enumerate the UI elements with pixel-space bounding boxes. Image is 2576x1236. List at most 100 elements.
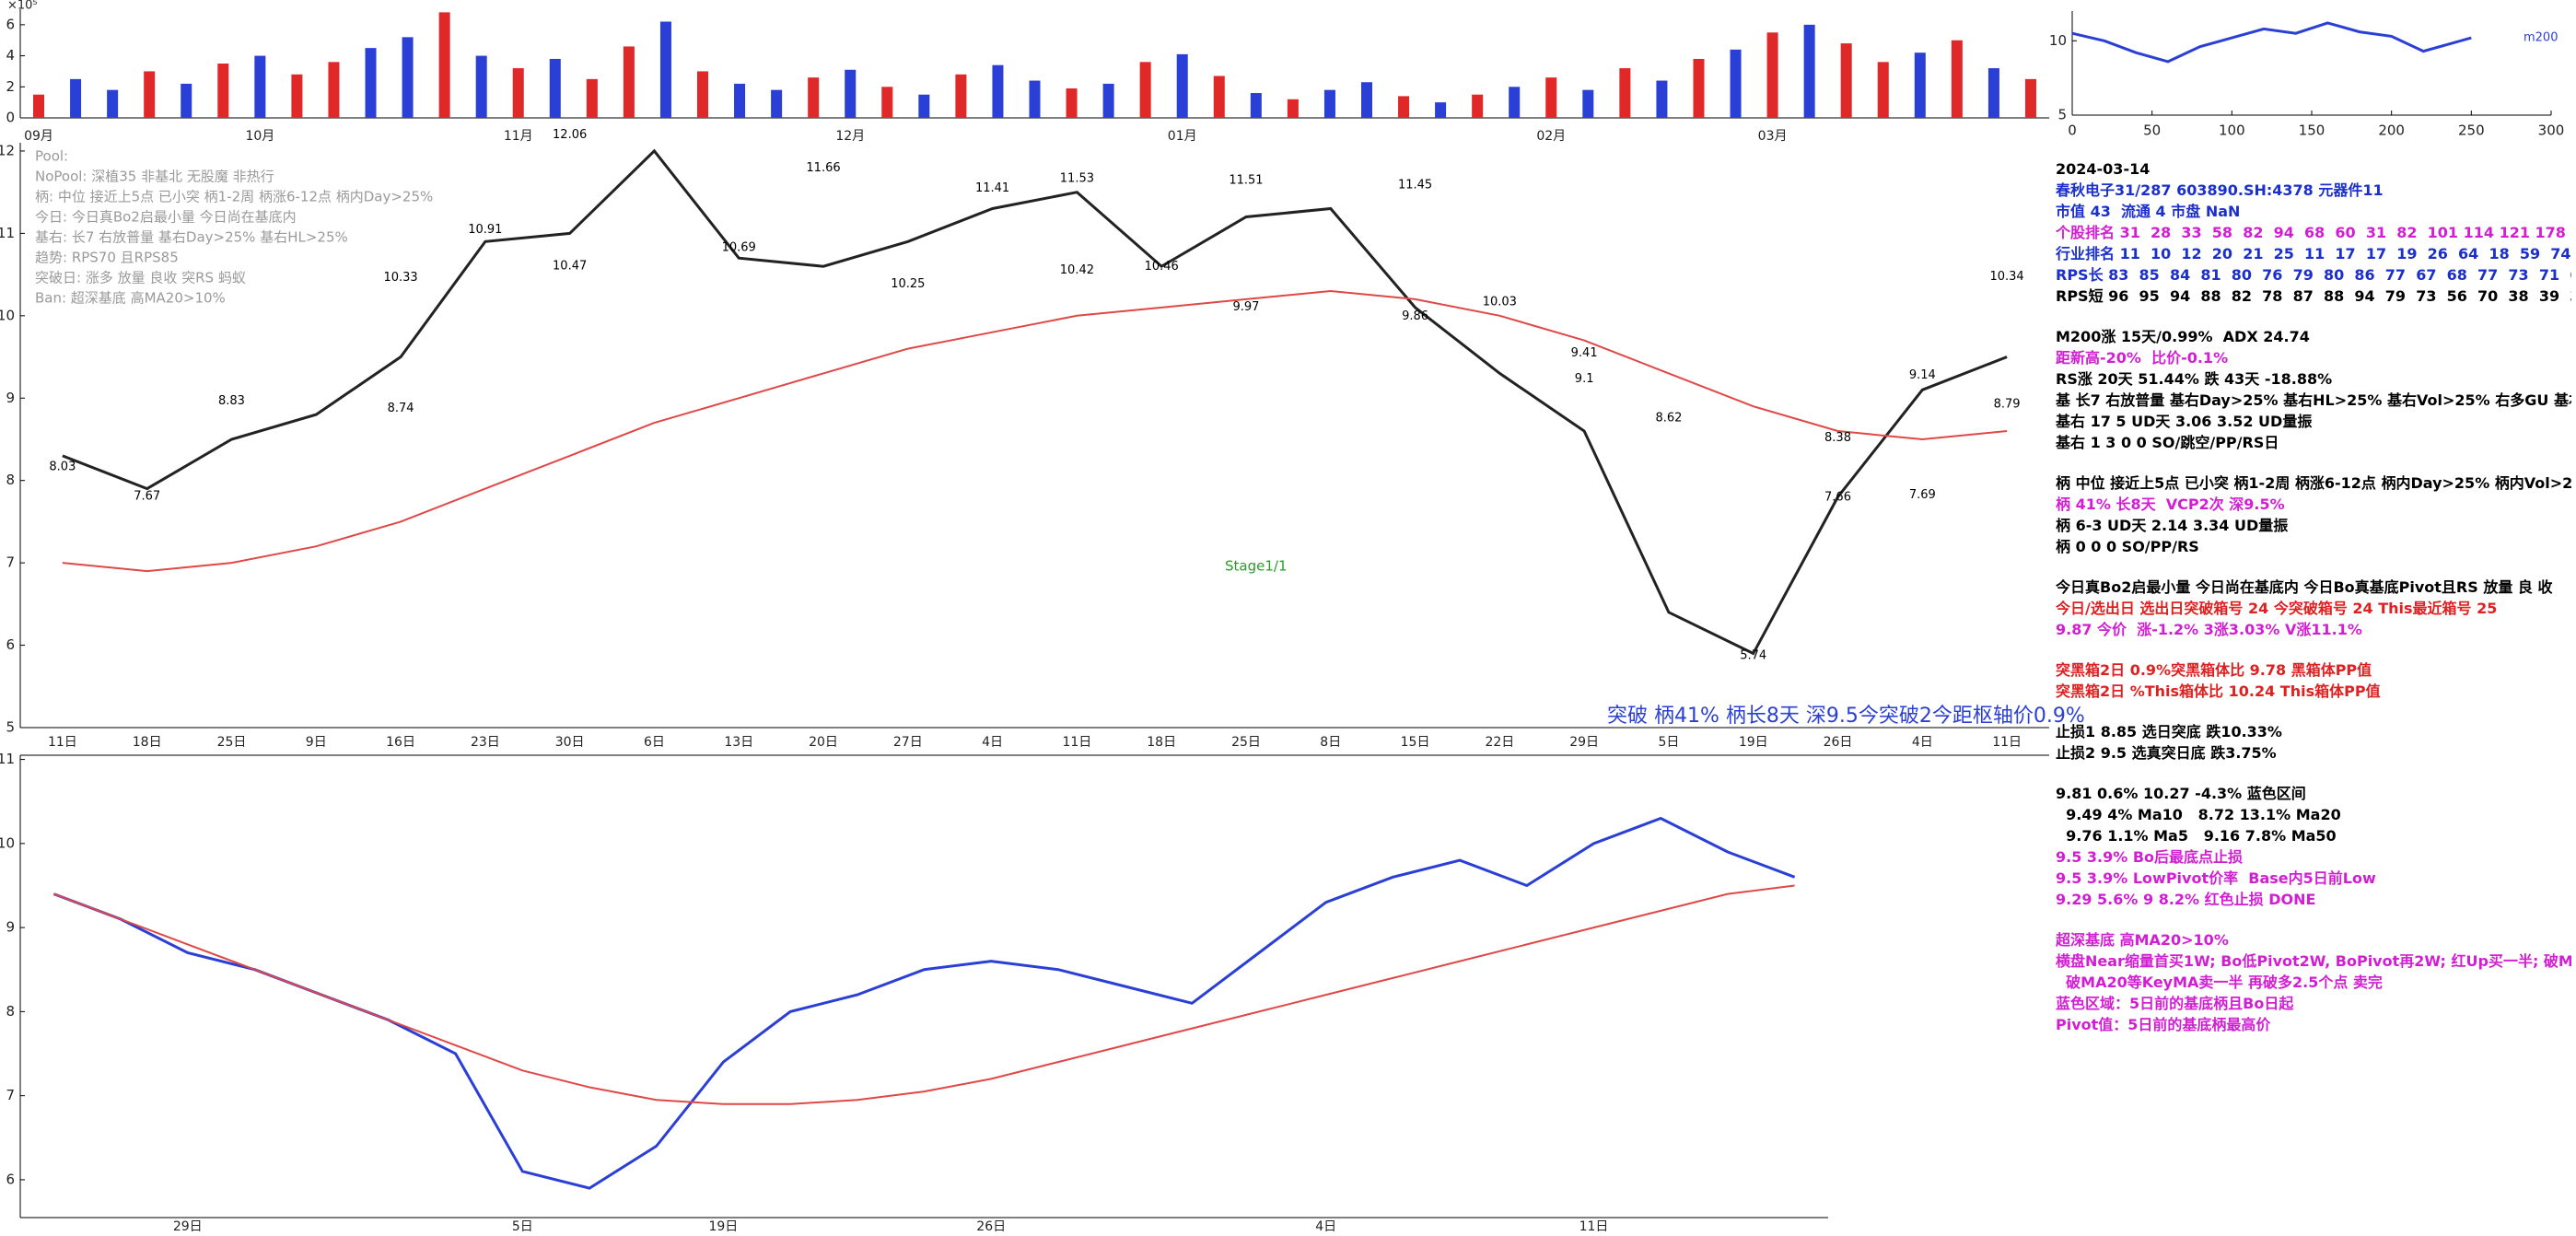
- volume-bar: [1509, 87, 1521, 118]
- volume-bar: [1066, 87, 1078, 118]
- price-label: 10.03: [1483, 296, 1517, 309]
- volume-bar: [438, 12, 450, 118]
- x-tick-label: 8日: [1320, 735, 1341, 750]
- price-line: [62, 148, 2008, 656]
- chart-label: m200: [2524, 31, 2558, 45]
- price-label: 11.41: [975, 181, 1009, 195]
- volume-bar: [1656, 80, 1668, 118]
- text-block: 柄 中位 接近上5点 已小突 柄1-2周 柄涨6-12点 柄内Day>25% 柄…: [2056, 472, 2571, 557]
- price-label: 12.06: [553, 128, 587, 142]
- volume-bar: [549, 58, 561, 118]
- y-tick-label: 7: [6, 554, 15, 571]
- text-block: 超深基底 高MA20>10% 横盘Near缩量首买1W; Bo低Pivot2W, …: [2056, 929, 2571, 1035]
- volume-bar: [918, 94, 930, 118]
- x-tick-label: 03月: [1758, 129, 1788, 144]
- y-tick-label: 10: [2049, 32, 2067, 49]
- volume-bar: [734, 83, 746, 118]
- volume-bar: [1029, 80, 1041, 118]
- volume-bar: [1693, 58, 1705, 118]
- volume-bar: [1360, 82, 1372, 118]
- volume-bar: [144, 71, 156, 118]
- x-tick-label: 11日: [1992, 735, 2022, 750]
- text-block: M200涨 15天/0.99% ADX 24.74 距新高-20% 比价-0.1%…: [2056, 326, 2571, 453]
- y-tick-label: 6: [6, 1171, 15, 1187]
- text-block: 今日真Bo2启最小量 今日尚在基底内 今日Bo真基底Pivot且RS 放量 良 …: [2056, 577, 2571, 640]
- overlay-note: NoPool: 深植35 非基北 无股魔 非热行: [35, 169, 274, 185]
- price-label: 11.51: [1229, 173, 1263, 187]
- price-label: 8.74: [388, 402, 414, 415]
- volume-bar: [1951, 40, 1963, 118]
- y-tick-label: 5: [2057, 107, 2067, 123]
- x-tick-label: 16日: [386, 735, 415, 750]
- volume-bar: [1730, 49, 1742, 119]
- x-tick-label: 200: [2378, 122, 2405, 139]
- volume-bar: [512, 68, 524, 118]
- price-line: [53, 884, 1795, 1105]
- x-tick-label: 100: [2219, 122, 2245, 139]
- text-line: 横盘Near缩量首买1W; Bo低Pivot2W, BoPivot再2W; 红U…: [2056, 952, 2571, 970]
- text-line: 市值 43 流通 4 市盘 NaN: [2056, 203, 2241, 220]
- x-tick-label: 5日: [1658, 735, 1679, 750]
- x-tick-label: 19日: [1739, 735, 1768, 750]
- text-line: 超深基底 高MA20>10%: [2056, 931, 2229, 949]
- price-label: 10.91: [468, 223, 502, 237]
- x-tick-label: 4日: [1912, 735, 1933, 750]
- x-tick-label: 15日: [1401, 735, 1430, 750]
- y-tick-label: 12: [0, 142, 15, 158]
- volume-bar: [70, 78, 82, 118]
- text-line: 行业排名 11 10 12 20 21 25 11 17 17 19 26 64…: [2056, 245, 2571, 262]
- text-line: 柄 0 0 0 SO/PP/RS: [2056, 538, 2199, 555]
- text-line: 春秋电子31/287 603890.SH:4378 元器件11: [2056, 181, 2384, 199]
- overlay-note: 柄: 中位 接近上5点 已小突 柄1-2周 柄涨6-12点 柄内Day>25%: [35, 189, 433, 205]
- x-tick-label: 25日: [1231, 735, 1261, 750]
- x-tick-label: 12月: [835, 129, 865, 144]
- text-line: 2024-03-14: [2056, 160, 2151, 178]
- text-line: 今日真Bo2启最小量 今日尚在基底内 今日Bo真基底Pivot且RS 放量 良 …: [2056, 578, 2553, 596]
- text-line: 止损1 8.85 选日突底 跌10.33%: [2056, 723, 2282, 740]
- y-tick-label: 9: [6, 919, 15, 936]
- x-tick-label: 30日: [555, 735, 585, 750]
- volume-bar: [845, 69, 857, 118]
- price-label: 8.79: [1994, 398, 2021, 412]
- text-block: 2024-03-14 春秋电子31/287 603890.SH:4378 元器件1…: [2056, 158, 2571, 307]
- volume-bar: [955, 74, 967, 118]
- text-line: 基右 17 5 UD天 3.06 3.52 UD量振: [2056, 413, 2313, 430]
- x-tick-label: 0: [2068, 122, 2077, 139]
- text-line: 突黑箱2日 0.9%突黑箱体比 9.78 黑箱体PP值: [2056, 661, 2372, 679]
- price-label: 9.1: [1575, 372, 1594, 386]
- volume-bar: [659, 21, 671, 118]
- volume-bar: [1803, 24, 1815, 118]
- text-line: RPS长 83 85 84 81 80 76 79 80 86 77 67 68…: [2056, 266, 2571, 284]
- volume-bar: [2024, 78, 2036, 118]
- price-label: 10.46: [1145, 260, 1179, 274]
- y-tick-label: 5: [6, 719, 15, 736]
- x-tick-label: 19日: [708, 1219, 738, 1234]
- x-tick-label: 6日: [644, 735, 665, 750]
- x-tick-label: 26日: [1824, 735, 1853, 750]
- volume-bar: [475, 55, 487, 119]
- x-tick-label: 4日: [1315, 1219, 1336, 1234]
- price-label: 8.03: [49, 461, 76, 474]
- volume-bar: [181, 83, 192, 118]
- x-tick-label: 5日: [512, 1219, 533, 1234]
- volume-bar: [1435, 102, 1447, 118]
- volume-bar: [697, 71, 709, 118]
- x-tick-label: 11日: [1579, 1219, 1609, 1234]
- text-line: RS涨 20天 51.44% 跌 43天 -18.88%: [2056, 370, 2333, 388]
- volume-bar: [992, 64, 1004, 118]
- volume-bar: [1840, 43, 1852, 119]
- y-tick-label: 2: [6, 78, 15, 95]
- y-tick-label: 8: [6, 1003, 15, 1020]
- text-line: 9.76 1.1% Ma5 9.16 7.8% Ma50: [2056, 827, 2337, 845]
- volume-bar: [771, 89, 783, 118]
- side-panel: 2024-03-14 春秋电子31/287 603890.SH:4378 元器件1…: [2056, 158, 2571, 1055]
- volume-bar: [1877, 62, 1889, 118]
- volume-bar: [1398, 96, 1410, 118]
- price-label: 8.62: [1655, 412, 1682, 426]
- text-line: 柄 中位 接近上5点 已小突 柄1-2周 柄涨6-12点 柄内Day>25% 柄…: [2056, 474, 2571, 492]
- y-tick-label: 10: [0, 834, 15, 851]
- y-tick-label: 4: [6, 47, 15, 64]
- breakout-note: 突破 柄41% 柄长8天 深9.5今突破2今距枢轴价0.9%: [1607, 705, 2085, 728]
- y-tick-label: 11: [0, 751, 15, 767]
